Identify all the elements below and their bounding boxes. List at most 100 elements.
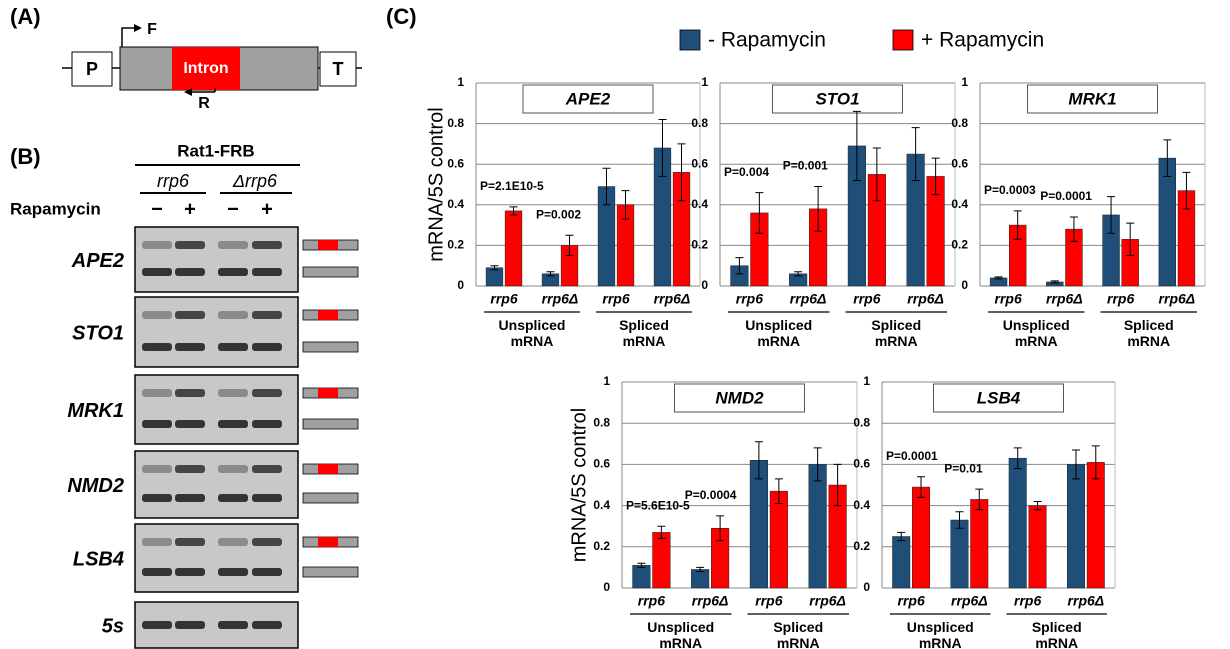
chart-title: MRK1 <box>1068 89 1116 108</box>
y-tick-label: 0.8 <box>951 116 968 130</box>
legend: - Rapamycin+ Rapamycin <box>680 29 1044 52</box>
bar <box>1159 158 1176 286</box>
gel-band <box>252 465 282 473</box>
p-value: P=0.001 <box>783 159 828 173</box>
gel-band <box>142 311 172 319</box>
promoter-label: P <box>86 59 98 79</box>
gel-band <box>218 568 248 576</box>
gene-label: APE2 <box>71 250 124 272</box>
y-tick-label: 0.2 <box>447 238 464 252</box>
x-tick-label: rrp6 <box>602 291 629 307</box>
x-tick-label: rrp6 <box>853 291 880 307</box>
gel-band <box>252 241 282 249</box>
y-tick-label: 0.8 <box>691 116 708 130</box>
gel-band <box>142 568 172 576</box>
group-label: SplicedmRNA <box>773 619 823 649</box>
p-value: P=0.0001 <box>886 449 938 463</box>
chart: 00.20.40.60.81MRK1rrp6P=0.0003rrp6ΔP=0.0… <box>951 75 1205 349</box>
x-tick-label: rrp6Δ <box>542 291 579 307</box>
band-icon <box>303 267 358 277</box>
x-tick-label: rrp6 <box>1014 593 1041 609</box>
gel-band <box>142 494 172 502</box>
gel-band <box>252 389 282 397</box>
y-tick-label: 0 <box>457 278 464 292</box>
gel-band <box>142 538 172 546</box>
gel-band <box>175 268 205 276</box>
bar <box>653 532 671 588</box>
y-tick-label: 1 <box>863 374 870 388</box>
gel-band <box>175 465 205 473</box>
legend-label: - Rapamycin <box>708 29 826 52</box>
x-tick-label: rrp6Δ <box>1068 593 1105 609</box>
group-label: UnsplicedmRNA <box>499 317 566 349</box>
y-tick-label: 0 <box>701 278 708 292</box>
x-tick-label: rrp6 <box>1107 291 1134 307</box>
bar <box>1067 464 1084 588</box>
y-axis-label: mRNA/5S control <box>425 107 447 262</box>
y-tick-label: 0 <box>863 580 870 594</box>
x-tick-label: rrp6Δ <box>809 593 846 609</box>
gel-band <box>252 343 282 351</box>
y-tick-label: 0.8 <box>447 116 464 130</box>
gel-band <box>175 311 205 319</box>
y-tick-label: 0 <box>603 580 610 594</box>
gel-image <box>135 375 298 444</box>
band-icon-intron <box>318 388 338 398</box>
chart-title: STO1 <box>815 89 859 108</box>
x-tick-label: rrp6 <box>736 291 763 307</box>
gene-label: LSB4 <box>73 548 124 570</box>
gene-label: STO1 <box>72 322 124 344</box>
x-tick-label: rrp6 <box>755 593 782 609</box>
gel-band <box>142 465 172 473</box>
lane-label: + <box>184 198 196 220</box>
gel-band <box>218 621 248 629</box>
gel-band <box>218 311 248 319</box>
y-tick-label: 0.4 <box>853 498 870 512</box>
p-value: P=0.0004 <box>685 488 737 502</box>
y-tick-label: 0.6 <box>951 156 968 170</box>
p-value: P=0.0003 <box>984 183 1036 197</box>
y-tick-label: 1 <box>701 75 708 89</box>
gel-band <box>252 568 282 576</box>
chart-title: LSB4 <box>977 388 1021 407</box>
gel-band <box>252 311 282 319</box>
bar <box>809 464 827 588</box>
gel-band <box>218 343 248 351</box>
x-tick-label: rrp6 <box>898 593 925 609</box>
y-tick-label: 0.4 <box>691 197 708 211</box>
bar <box>691 569 709 588</box>
gel-band <box>175 568 205 576</box>
band-icon-intron <box>318 537 338 547</box>
x-tick-label: rrp6 <box>995 291 1022 307</box>
gel-band <box>142 389 172 397</box>
bar <box>750 460 768 588</box>
gene-label: MRK1 <box>67 400 124 422</box>
gel-band <box>142 268 172 276</box>
p-value: P=5.6E10-5 <box>626 498 690 512</box>
y-tick-label: 0.4 <box>447 197 464 211</box>
x-tick-label: rrp6 <box>638 593 665 609</box>
p-value: P=0.01 <box>944 461 983 475</box>
figure: (A) P Intron T F R (B) Rat1-FRB rrp6 Δrr… <box>0 0 1230 649</box>
chart-title: APE2 <box>565 89 611 108</box>
group-label: UnsplicedmRNA <box>647 619 714 649</box>
gel-image <box>135 227 298 292</box>
y-axis-label: mRNA/5S control <box>568 408 590 563</box>
legend-swatch <box>893 30 913 50</box>
y-tick-label: 0.4 <box>593 498 610 512</box>
gel-band <box>218 465 248 473</box>
chart: 00.20.40.60.81STO1rrp6P=0.004rrp6ΔP=0.00… <box>691 75 955 349</box>
y-tick-label: 0.6 <box>853 457 870 471</box>
chart: 00.20.40.60.81mRNA/5S controlAPE2rrp6P=2… <box>425 75 700 349</box>
group-label: UnsplicedmRNA <box>745 317 812 349</box>
arrow-head <box>134 24 142 32</box>
chart-title: NMD2 <box>715 388 764 407</box>
group-label: SplicedmRNA <box>619 317 669 349</box>
gel-band <box>218 268 248 276</box>
strain-label: Rat1-FRB <box>177 141 254 160</box>
x-tick-label: rrp6 <box>490 291 517 307</box>
y-tick-label: 0.2 <box>951 238 968 252</box>
gel-band <box>142 241 172 249</box>
